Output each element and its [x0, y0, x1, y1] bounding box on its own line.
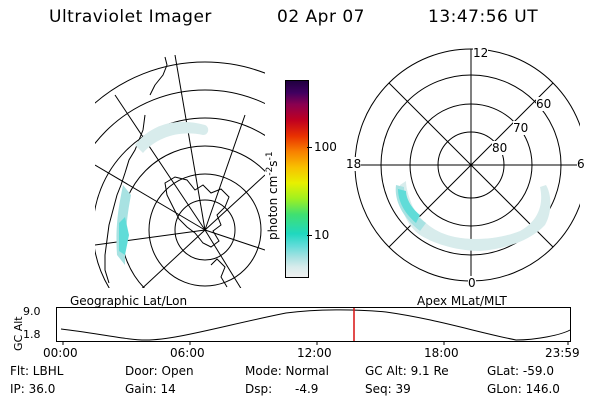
right-panel-caption: Apex MLat/MLT [417, 294, 507, 308]
glon-info: GLon: 146.0 [487, 382, 560, 396]
meridian [95, 229, 206, 246]
meridian [174, 55, 206, 231]
lat-circle [120, 145, 265, 288]
x-tick-label: 18:00 [424, 346, 459, 360]
landmass-outline [164, 176, 230, 248]
gain-info: Gain: 14 [125, 382, 176, 396]
filter-info: Flt: LBHL [10, 364, 64, 378]
meridian [204, 229, 242, 288]
x-tick-label: 23:59 [545, 346, 580, 360]
mlt-label-12: 12 [473, 46, 489, 60]
lat-circle [148, 173, 262, 287]
meridian [204, 229, 265, 251]
lat-circle [174, 199, 236, 261]
x-tick-label: 00:00 [43, 346, 78, 360]
meridian [204, 174, 265, 231]
mlt-label-0: 0 [468, 276, 476, 290]
left-panel-caption: Geographic Lat/Lon [70, 294, 188, 308]
magnetic-polar-plot [354, 48, 580, 282]
meridian [95, 164, 206, 231]
aurora-emission [116, 121, 209, 265]
coastline [104, 56, 168, 284]
mlat-label-60: 60 [536, 97, 552, 111]
geographic-map [95, 55, 265, 288]
colorbar-tick-label: 100 [314, 140, 337, 154]
lat-circle [95, 117, 265, 288]
door-info: Door: Open [125, 364, 194, 378]
date-label: 02 Apr 07 [277, 7, 365, 27]
aurora-oval [395, 181, 551, 251]
time-label: 13:47:56 UT [428, 7, 539, 27]
mode-info: Mode: Normal [245, 364, 329, 378]
altitude-curve [60, 309, 571, 341]
lat-circle [95, 61, 265, 104]
colorbar [285, 80, 309, 278]
mlat-label-80: 80 [492, 141, 508, 155]
instrument-title: Ultraviolet Imager [49, 7, 212, 27]
altitude-ylabel-text: GC Alt [12, 316, 25, 351]
mlt-label-18: 18 [346, 157, 362, 171]
colorbar-tick-label: 10 [314, 228, 330, 242]
colorbar-unit-label: photon cm-2s-1 [265, 151, 280, 240]
x-tick-label: 12:00 [297, 346, 332, 360]
colorbar-tick [307, 235, 312, 236]
meridian [141, 229, 206, 288]
seq-info: Seq: 39 [365, 382, 411, 396]
coastline [210, 258, 228, 288]
meridian [114, 94, 206, 231]
svg-text:photon cm-2s-1: photon cm-2s-1 [265, 151, 280, 240]
x-tick-label: 06:00 [170, 346, 205, 360]
altitude-ylabel: GC Alt [10, 313, 26, 356]
dsp-info: Dsp: [245, 382, 273, 396]
glat-info: GLat: -59.0 [487, 364, 554, 378]
ip-info: IP: 36.0 [10, 382, 56, 396]
meridian [204, 114, 246, 231]
dsp-value: -4.9 [295, 382, 319, 396]
colorbar-tick [307, 147, 312, 148]
orbit-altitude-plot [56, 307, 571, 345]
mlt-label-6: 6 [577, 157, 585, 171]
mlat-label-70: 70 [513, 121, 529, 135]
lat-circle [95, 89, 265, 145]
altitude-ytick: 9.0 [23, 305, 41, 318]
gc-alt-info: GC Alt: 9.1 Re [365, 364, 449, 378]
altitude-ytick: 1.8 [23, 328, 41, 341]
